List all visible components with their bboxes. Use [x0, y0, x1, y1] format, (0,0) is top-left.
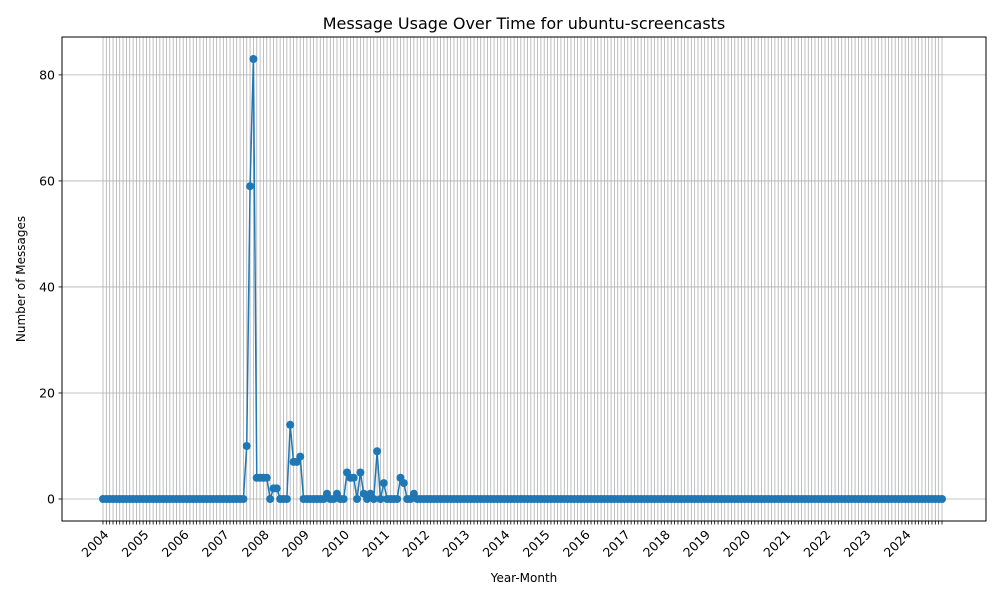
grid	[62, 37, 986, 521]
series	[99, 55, 946, 503]
y-axis-label: Number of Messages	[14, 216, 28, 342]
data-point	[262, 473, 271, 482]
data-point	[938, 495, 946, 503]
y-tick-label: 80	[39, 67, 55, 82]
data-point	[286, 420, 295, 429]
data-point	[369, 495, 378, 503]
x-tick-label: 2020	[720, 527, 753, 560]
data-point	[249, 55, 258, 63]
x-tick-label: 2009	[279, 527, 312, 560]
series-line	[103, 58, 942, 500]
data-point	[282, 495, 291, 503]
data-point	[266, 495, 275, 503]
y-tick-label: 0	[47, 492, 55, 507]
x-tick-label: 2013	[439, 527, 472, 560]
x-tick-label: 2012	[399, 527, 432, 560]
data-point	[272, 484, 281, 493]
data-point	[349, 473, 358, 482]
y-tick-label: 40	[39, 279, 55, 294]
data-point	[393, 495, 402, 503]
data-point	[356, 468, 365, 477]
x-tick-label: 2019	[680, 527, 713, 560]
x-tick-label: 2008	[239, 527, 272, 560]
data-point	[379, 479, 388, 488]
data-point	[399, 479, 408, 488]
data-point	[353, 495, 362, 503]
x-tick-label: 2017	[600, 527, 633, 560]
x-tick-label: 2005	[118, 527, 151, 560]
data-point	[242, 441, 251, 450]
x-tick-label: 2023	[841, 527, 874, 560]
chart-title: Message Usage Over Time for ubuntu-scree…	[323, 14, 726, 33]
data-point	[373, 447, 382, 456]
y-tick-label: 20	[39, 385, 55, 400]
x-tick-label: 2007	[199, 527, 232, 560]
x-tick-label: 2015	[520, 527, 553, 560]
x-tick-label: 2006	[159, 527, 192, 560]
x-tick-label: 2024	[881, 527, 914, 560]
x-tick-label: 2014	[479, 527, 512, 560]
x-tick-label: 2022	[800, 527, 833, 560]
x-tick-label: 2011	[359, 527, 392, 560]
data-point	[246, 182, 255, 191]
data-point	[239, 495, 248, 503]
y-tick-label: 60	[39, 173, 55, 188]
x-tick-label: 2018	[640, 527, 673, 560]
x-tick-label: 2016	[560, 527, 593, 560]
data-point	[376, 495, 385, 503]
x-tick-label: 2004	[78, 527, 111, 560]
x-tick-label: 2010	[319, 527, 352, 560]
x-tick-label: 2021	[760, 527, 793, 560]
x-axis-label: Year-Month	[490, 571, 558, 585]
data-point	[296, 452, 305, 461]
data-point	[339, 495, 348, 503]
